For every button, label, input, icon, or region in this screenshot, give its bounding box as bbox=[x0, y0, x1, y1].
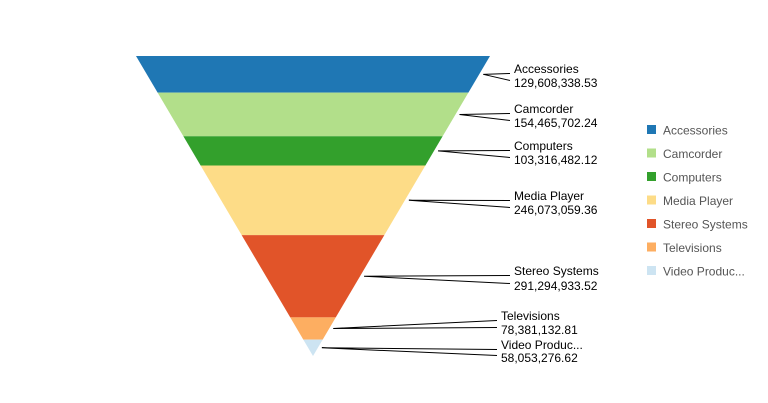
data-label-name-televisions: Televisions bbox=[501, 309, 560, 323]
funnel-segment-televisions bbox=[290, 317, 336, 340]
data-label-value-televisions: 78,381,132.81 bbox=[501, 323, 578, 337]
legend-label-televisions: Televisions bbox=[663, 241, 722, 255]
leader-line-televisions bbox=[333, 320, 498, 330]
legend-swatch-accessories bbox=[647, 125, 656, 134]
leader-line-accessories bbox=[483, 73, 511, 81]
legend-swatch-televisions bbox=[647, 242, 656, 252]
data-label-value-accessories: 129,608,338.53 bbox=[514, 76, 598, 90]
leader-line-video-produc bbox=[321, 347, 498, 356]
legend-label-media-player: Media Player bbox=[663, 194, 733, 208]
data-label-name-video-produc: Video Produc... bbox=[501, 338, 583, 352]
funnel-segment-accessories bbox=[136, 56, 490, 93]
legend: Accessories Camcorder Computers Media Playe… bbox=[647, 124, 748, 279]
legend-label-camcorder: Camcorder bbox=[663, 147, 722, 161]
data-label-value-camcorder: 154,465,702.24 bbox=[514, 116, 598, 130]
legend-swatch-video-produc bbox=[647, 266, 656, 275]
label-leader-lines bbox=[321, 73, 511, 356]
funnel-segment-media-player bbox=[200, 165, 426, 236]
data-label-name-stereo-systems: Stereo Systems bbox=[514, 264, 599, 278]
leader-line-media-player bbox=[408, 199, 511, 208]
funnel-segments bbox=[136, 56, 490, 356]
leader-line-computers bbox=[437, 150, 511, 158]
funnel-segment-stereo-systems bbox=[241, 235, 385, 318]
leader-line-stereo-systems bbox=[364, 275, 511, 284]
leader-line-camcorder bbox=[459, 113, 511, 121]
legend-swatch-computers bbox=[647, 172, 656, 181]
data-label-value-computers: 103,316,482.12 bbox=[514, 153, 598, 167]
data-label-value-stereo-systems: 291,294,933.52 bbox=[514, 279, 598, 293]
legend-swatch-media-player bbox=[647, 195, 656, 205]
legend-swatch-stereo-systems bbox=[647, 219, 656, 228]
legend-label-accessories: Accessories bbox=[663, 124, 728, 138]
funnel-segment-computers bbox=[183, 136, 443, 166]
data-label-value-video-produc: 58,053,276.62 bbox=[501, 351, 578, 365]
data-label-name-accessories: Accessories bbox=[514, 62, 579, 76]
legend-label-computers: Computers bbox=[663, 171, 722, 185]
legend-label-stereo-systems: Stereo Systems bbox=[663, 218, 748, 232]
funnel-segment-video-produc bbox=[303, 339, 323, 356]
data-label-value-media-player: 246,073,059.36 bbox=[514, 203, 598, 217]
legend-swatch-camcorder bbox=[647, 148, 656, 158]
data-label-name-camcorder: Camcorder bbox=[514, 102, 573, 116]
data-label-name-media-player: Media Player bbox=[514, 189, 584, 203]
funnel-segment-camcorder bbox=[157, 92, 469, 137]
legend-label-video-produc: Video Produc... bbox=[663, 265, 745, 279]
data-label-name-computers: Computers bbox=[514, 139, 573, 153]
